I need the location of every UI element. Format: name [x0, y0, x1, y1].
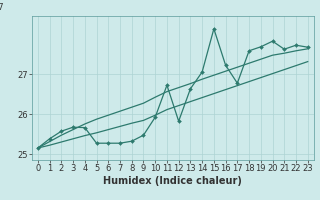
Text: 27: 27 — [0, 3, 4, 12]
X-axis label: Humidex (Indice chaleur): Humidex (Indice chaleur) — [103, 176, 242, 186]
